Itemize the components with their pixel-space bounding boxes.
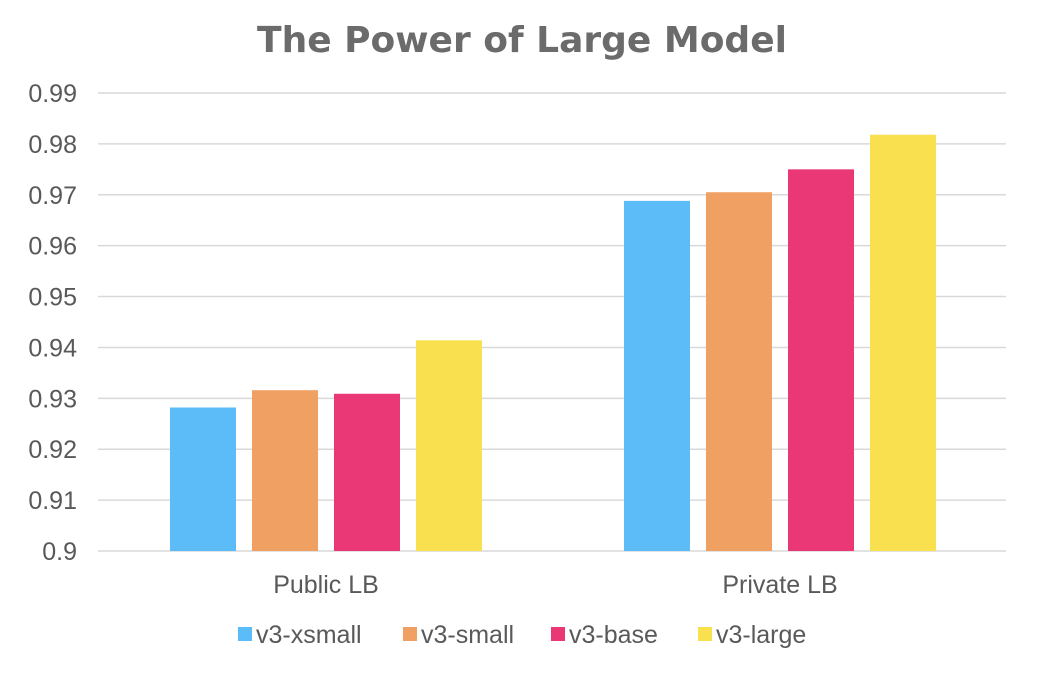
legend-label-v3-base: v3-base bbox=[569, 621, 658, 649]
bar-v3-large-private-lb bbox=[870, 134, 936, 551]
bar-v3-small-public-lb bbox=[252, 390, 318, 551]
bar-v3-base-public-lb bbox=[334, 393, 400, 551]
legend-swatch-v3-small bbox=[403, 627, 417, 641]
legend-swatch-v3-base bbox=[551, 627, 565, 641]
y-tick-label: 0.91 bbox=[28, 487, 77, 515]
legend-swatch-v3-xsmall bbox=[238, 627, 252, 641]
y-tick-label: 0.99 bbox=[28, 80, 77, 108]
legend-label-v3-xsmall: v3-xsmall bbox=[256, 621, 362, 649]
y-tick-label: 0.92 bbox=[28, 436, 77, 464]
legend-label-v3-small: v3-small bbox=[421, 621, 514, 649]
y-tick-label: 0.9 bbox=[42, 538, 77, 566]
y-axis-tick-labels: 0.9 0.91 0.92 0.93 0.94 0.95 0.96 0.97 0.98 0.99 bbox=[28, 80, 77, 566]
bars bbox=[170, 134, 936, 552]
bar-v3-xsmall-private-lb bbox=[624, 200, 690, 551]
bar-v3-base-private-lb bbox=[788, 169, 854, 552]
y-tick-label: 0.94 bbox=[28, 334, 77, 362]
gridlines bbox=[98, 92, 1006, 552]
y-tick-label: 0.93 bbox=[28, 385, 77, 413]
chart-title: The Power of Large Model bbox=[257, 20, 787, 61]
bar-v3-large-public-lb bbox=[416, 340, 482, 551]
x-category-label: Private LB bbox=[722, 571, 837, 599]
bar-v3-small-private-lb bbox=[706, 192, 772, 551]
y-tick-label: 0.98 bbox=[28, 131, 77, 159]
legend: v3-xsmall v3-small v3-base v3-large bbox=[238, 621, 806, 649]
bar-v3-xsmall-public-lb bbox=[170, 407, 236, 551]
y-tick-label: 0.97 bbox=[28, 182, 77, 210]
legend-label-v3-large: v3-large bbox=[716, 621, 806, 649]
x-axis-category-labels: Public LB Private LB bbox=[273, 571, 837, 599]
y-tick-label: 0.95 bbox=[28, 284, 77, 312]
y-tick-label: 0.96 bbox=[28, 233, 77, 261]
legend-swatch-v3-large bbox=[698, 627, 712, 641]
x-category-label: Public LB bbox=[273, 571, 379, 599]
